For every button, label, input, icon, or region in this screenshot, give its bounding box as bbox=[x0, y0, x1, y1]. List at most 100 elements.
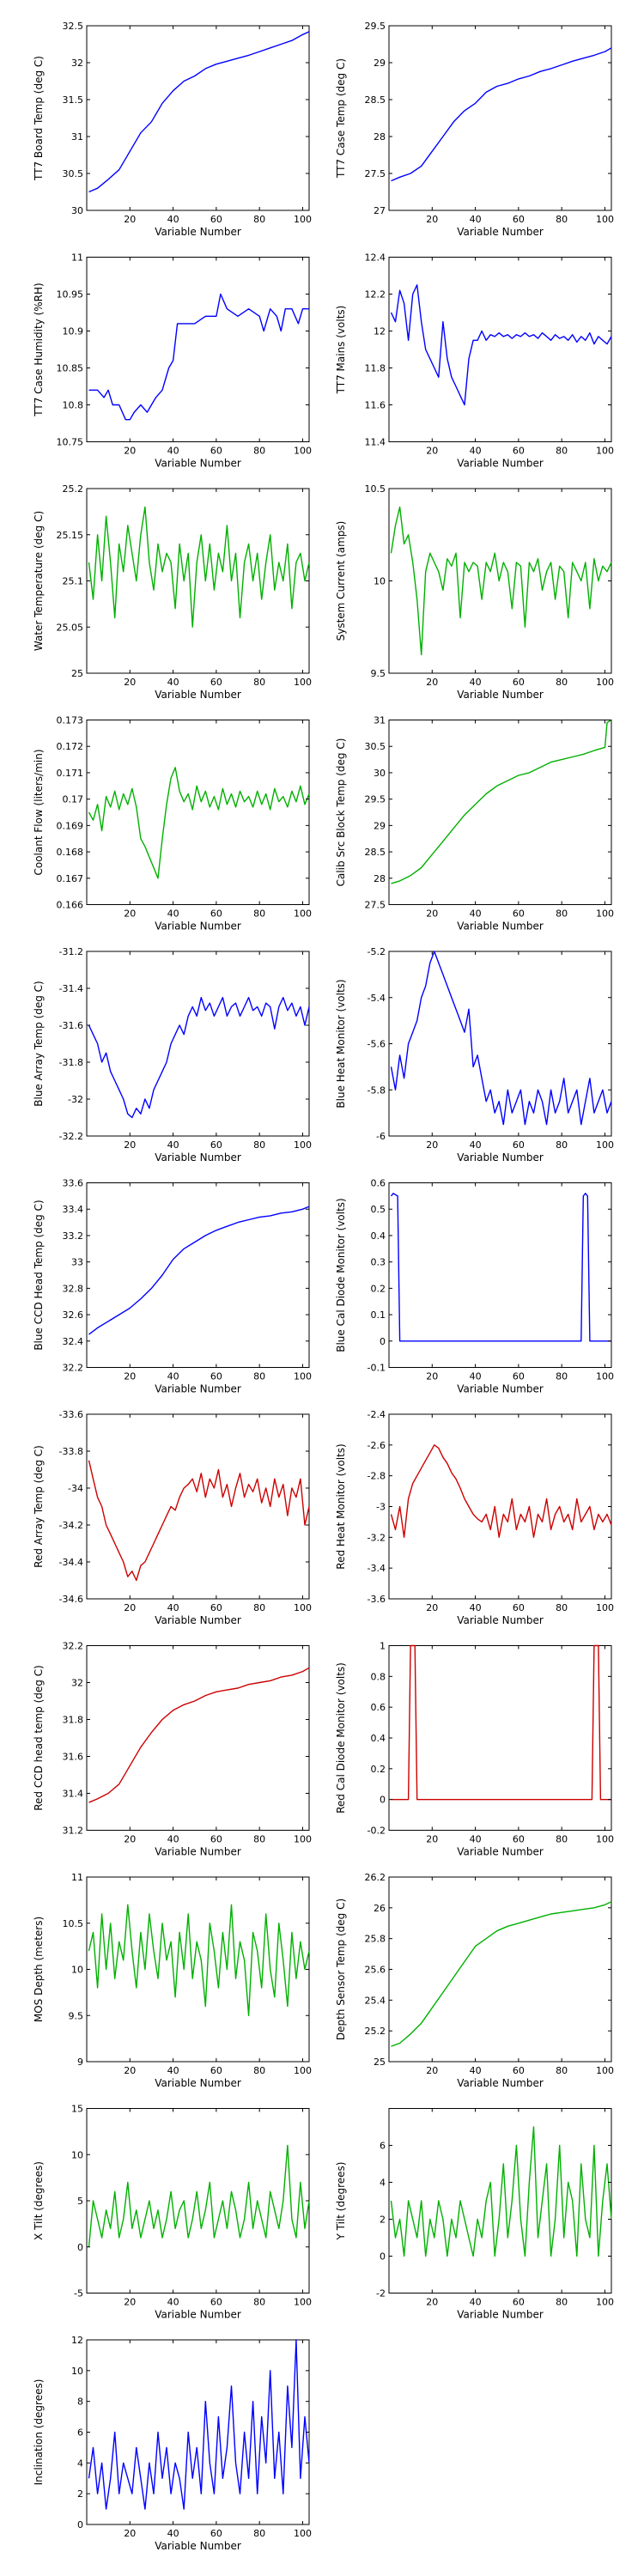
y-tick-label: 26.2 bbox=[365, 1872, 386, 1883]
y-tick-label: 33 bbox=[71, 1257, 83, 1268]
x-axis-label: Variable Number bbox=[457, 1846, 544, 1858]
y-axis-label: TT7 Case Humidity (%RH) bbox=[33, 283, 45, 416]
x-tick-label: 60 bbox=[210, 1139, 222, 1151]
y-tick-label: 32.5 bbox=[63, 21, 84, 32]
x-tick-label: 20 bbox=[426, 2065, 438, 2076]
y-tick-label: 32.6 bbox=[63, 1309, 84, 1321]
y-tick-label: -2 bbox=[376, 2288, 386, 2300]
x-tick-label: 20 bbox=[124, 1139, 136, 1151]
y-tick-label: 28 bbox=[374, 131, 386, 143]
chart-panel: 20 40 60 80 100 -5 0 5 10 15 Variable Number X Tilt… bbox=[33, 2104, 312, 2321]
y-tick-label: 31 bbox=[71, 131, 83, 143]
x-tick-label: 20 bbox=[124, 214, 136, 225]
y-tick-label: -2.6 bbox=[368, 1440, 386, 1451]
x-tick-label: 20 bbox=[124, 908, 136, 920]
x-tick-label: 20 bbox=[426, 446, 438, 457]
y-axis-label: Calib Src Block Temp (deg C) bbox=[335, 738, 347, 887]
y-axis-label: Red Array Temp (deg C) bbox=[33, 1445, 45, 1568]
chart-panel: 20 40 60 80 100 -0.2 0 0.2 0.4 0.6 0.8 1 Variable Nu… bbox=[335, 1641, 614, 1858]
x-tick-label: 40 bbox=[167, 677, 179, 688]
series-line bbox=[88, 1460, 310, 1582]
y-tick-label: 0.168 bbox=[57, 847, 84, 858]
y-tick-label: 10.75 bbox=[57, 437, 84, 448]
chart-panel: 20 40 60 80 100 9 9.5 10 10.5 11 Variable Number MO… bbox=[33, 1872, 312, 2089]
y-axis-label: Inclination (degrees) bbox=[33, 2379, 45, 2486]
series-line bbox=[391, 1901, 612, 2047]
plot-frame bbox=[86, 2339, 310, 2525]
y-axis-label: Red Cal Diode Monitor (volts) bbox=[335, 1662, 347, 1814]
y-tick-label: -31.8 bbox=[59, 1057, 83, 1068]
x-tick-label: 100 bbox=[294, 1139, 312, 1151]
y-tick-label: 0.6 bbox=[371, 1178, 386, 1189]
x-tick-label: 40 bbox=[167, 2528, 179, 2539]
y-tick-label: 4 bbox=[380, 2178, 386, 2189]
x-tick-label: 40 bbox=[167, 2297, 179, 2308]
y-tick-label: 25.6 bbox=[365, 1965, 386, 1976]
x-tick-label: 40 bbox=[167, 446, 179, 457]
x-tick-label: 100 bbox=[596, 214, 614, 225]
x-axis-label: Variable Number bbox=[155, 1383, 241, 1395]
y-tick-label: 30.5 bbox=[63, 168, 84, 179]
x-tick-label: 20 bbox=[124, 2528, 136, 2539]
x-tick-label: 60 bbox=[210, 446, 222, 457]
x-tick-label: 60 bbox=[210, 677, 222, 688]
y-tick-label: -0.2 bbox=[368, 1826, 386, 1837]
chart-panel: 20 40 60 80 100 -2 0 2 4 6 Variable Number Y Tilt (… bbox=[335, 2108, 614, 2321]
x-tick-label: 100 bbox=[596, 1371, 614, 1382]
x-tick-label: 20 bbox=[124, 1602, 136, 1613]
x-tick-label: 40 bbox=[167, 2065, 179, 2076]
y-tick-label: 10 bbox=[71, 2149, 83, 2160]
x-tick-label: 20 bbox=[426, 214, 438, 225]
y-tick-label: 0.6 bbox=[371, 1702, 386, 1713]
y-tick-label: 0 bbox=[77, 2519, 83, 2530]
y-tick-label: 0 bbox=[380, 2251, 386, 2263]
plot-frame bbox=[86, 257, 310, 442]
y-tick-label: 5 bbox=[77, 2196, 83, 2207]
x-tick-label: 80 bbox=[556, 677, 568, 688]
x-tick-label: 100 bbox=[294, 677, 312, 688]
x-tick-label: 100 bbox=[596, 908, 614, 920]
y-tick-label: 25.15 bbox=[57, 530, 84, 541]
y-axis-label: X Tilt (degrees) bbox=[33, 2161, 45, 2240]
x-tick-label: 100 bbox=[294, 2297, 312, 2308]
x-tick-label: 20 bbox=[124, 2297, 136, 2308]
y-tick-label: 33.2 bbox=[63, 1230, 84, 1242]
plot-frame bbox=[388, 1645, 612, 1831]
y-tick-label: 0.173 bbox=[57, 715, 84, 726]
series-line bbox=[88, 31, 310, 193]
y-tick-label: -3.6 bbox=[368, 1594, 386, 1605]
x-tick-label: 40 bbox=[470, 677, 482, 688]
x-tick-label: 60 bbox=[210, 2528, 222, 2539]
chart-panel: 20 40 60 80 100 31.2 31.4 31.6 31.8 32 32.2 Variabl… bbox=[33, 1641, 312, 1858]
series-line bbox=[88, 2339, 310, 2510]
x-tick-label: 20 bbox=[124, 1371, 136, 1382]
plot-frame bbox=[388, 720, 612, 905]
y-tick-label: 9.5 bbox=[371, 668, 386, 679]
x-tick-label: 80 bbox=[556, 1371, 568, 1382]
y-tick-label: 0.5 bbox=[371, 1204, 386, 1215]
plot-frame bbox=[388, 257, 612, 442]
x-axis-label: Variable Number bbox=[457, 226, 544, 238]
y-tick-label: 9 bbox=[77, 2057, 83, 2068]
chart-panel: 20 40 60 80 100 -3.6 -3.4 -3.2 -3 -2.8 -2.6 -2.4 Var… bbox=[335, 1409, 614, 1626]
plot-frame bbox=[388, 25, 612, 211]
y-tick-label: 6 bbox=[380, 2141, 386, 2152]
chart-panel: 20 40 60 80 100 27.5 28 28.5 29 29.5 30 30.5 31 Varia… bbox=[335, 715, 614, 933]
x-tick-label: 100 bbox=[294, 1834, 312, 1845]
y-tick-label: 33.6 bbox=[63, 1178, 84, 1189]
y-tick-label: 31 bbox=[374, 715, 386, 726]
plot-frame bbox=[388, 1182, 612, 1368]
y-axis-label: TT7 Mains (volts) bbox=[335, 306, 347, 395]
y-tick-label: 10.9 bbox=[63, 326, 84, 337]
y-tick-label: -2.8 bbox=[368, 1471, 386, 1482]
y-tick-label: 0.4 bbox=[371, 1230, 386, 1242]
plot-frame bbox=[86, 1413, 310, 1600]
y-tick-label: -3 bbox=[376, 1502, 386, 1513]
y-tick-label: 32.2 bbox=[63, 1641, 84, 1652]
y-tick-label: 6 bbox=[77, 2427, 83, 2439]
series-line bbox=[391, 1644, 611, 1801]
x-tick-label: 60 bbox=[210, 2297, 222, 2308]
y-tick-label: -31.6 bbox=[59, 1020, 83, 1031]
y-tick-label: -3.2 bbox=[368, 1532, 386, 1543]
x-axis-label: Variable Number bbox=[457, 689, 544, 701]
